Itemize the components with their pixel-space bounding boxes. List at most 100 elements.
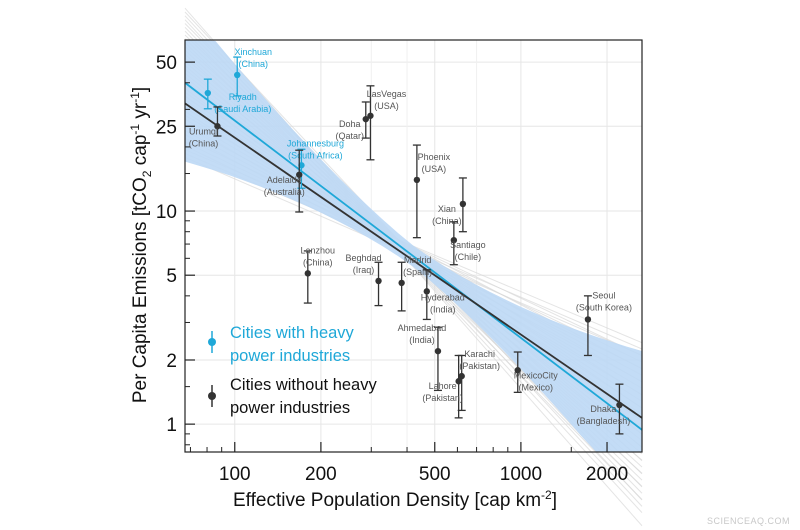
point-marker — [423, 288, 431, 295]
confidence-band — [185, 40, 642, 452]
x-axis-title-end: ] — [552, 490, 557, 511]
y-axis-title-sup2: -1 — [128, 92, 142, 103]
point-label-city: Ahmedabad — [398, 323, 447, 333]
point-marker — [616, 401, 623, 409]
point-marker — [367, 112, 374, 119]
fit-lines — [184, 82, 643, 431]
point-marker — [398, 279, 405, 287]
point-label-city: Madrid — [404, 255, 432, 265]
data-point: LasVegas (USA) — [366, 85, 407, 161]
point-label-city: Seoul — [592, 290, 615, 300]
point-marker — [514, 367, 521, 374]
point-label-country: (Qatar) — [336, 131, 365, 141]
y-axis-title-sup1: -1 — [128, 124, 142, 135]
point-label-city: MexicoCity — [514, 370, 559, 380]
point-label-country: (India) — [430, 304, 456, 314]
y-axis-title-end: ] — [130, 87, 151, 92]
data-point: Riyadh (Saudi Arabia) — [203, 78, 271, 114]
x-tick-label: 500 — [419, 464, 451, 485]
point-label-city: Lanzhou — [301, 245, 336, 255]
y-axis-title: Per Capita Emissions [tCO2 cap-1 yr-1] — [128, 87, 154, 403]
point-label-city: Hyderabad — [421, 292, 465, 302]
point-label-country: (South Africa) — [288, 150, 343, 160]
data-point: Xinchuan (China) — [233, 47, 272, 97]
point-label-city: Phoenix — [418, 152, 451, 162]
point-label-city: Karachi — [464, 349, 495, 359]
point-marker — [375, 277, 382, 285]
y-tick-label: 25 — [156, 117, 177, 138]
point-marker — [450, 236, 458, 244]
point-marker — [296, 171, 303, 178]
y-tick-label: 10 — [156, 202, 177, 223]
data-point: Lanzhou (China) — [301, 245, 336, 304]
point-label-country: (India) — [409, 335, 435, 345]
point-label-country: (Australia) — [264, 187, 305, 197]
y-axis-title-text: Per Capita Emissions [tCO — [130, 177, 151, 403]
y-tick-label: 50 — [156, 53, 177, 74]
point-label-city: Riyadh — [229, 92, 257, 102]
confidence-band-area — [185, 40, 642, 452]
point-label-country: (Mexico) — [518, 382, 553, 392]
data-point: Doha (Qatar) — [336, 101, 370, 141]
point-label-country: (Pakistan) — [422, 393, 463, 403]
point-marker — [234, 71, 241, 79]
data-point: MexicoCity (Mexico) — [514, 351, 559, 393]
point-label-country: (USA) — [374, 101, 399, 111]
x-tick-label: 1000 — [500, 464, 542, 485]
point-marker — [455, 378, 462, 385]
point-label-city: LasVegas — [367, 89, 407, 99]
data-point: Phoenix (USA) — [412, 144, 451, 239]
y-tick-label: 2 — [166, 351, 177, 372]
point-marker — [204, 89, 212, 97]
point-label-country: (China) — [238, 59, 268, 69]
legend: Cities with heavy power industries Citie… — [208, 324, 377, 417]
x-axis-title-sup: -2 — [541, 488, 552, 502]
data-point: Madrid (Spain) — [397, 255, 432, 312]
point-label-city: Santiago — [450, 240, 486, 250]
point-marker — [584, 316, 592, 323]
data-point: Ahmedabad (India) — [398, 323, 447, 392]
point-marker — [304, 270, 312, 277]
point-label-city: Lahore — [429, 381, 457, 391]
y-axis-title-sub: 2 — [140, 170, 154, 177]
point-marker — [458, 372, 465, 380]
legend-label-heavy-1: Cities with heavy — [230, 324, 355, 342]
point-label-country: (China) — [189, 138, 219, 148]
legend-label-other-2: power industries — [230, 399, 350, 417]
point-label-city: Xinchuan — [234, 47, 272, 57]
data-point: Beghdad (Iraq) — [346, 253, 383, 307]
point-label-city: Urumqi — [189, 126, 218, 136]
point-marker — [459, 200, 467, 208]
x-tick-label: 2000 — [586, 464, 628, 485]
point-marker — [214, 123, 221, 130]
y-axis-title-yr: yr — [130, 102, 151, 124]
data-point: Hyderabad (India) — [421, 269, 465, 321]
x-tick-label: 100 — [219, 464, 251, 485]
watermark: SCIENCEAQ.COM — [707, 516, 790, 526]
y-tick-label: 5 — [166, 266, 177, 287]
legend-label-heavy-2: power industries — [230, 347, 350, 365]
point-label-country: (Bangladesh) — [577, 416, 631, 426]
y-tick-label: 1 — [166, 415, 177, 436]
data-point: Karachi (Pakistan) — [457, 349, 500, 412]
data-point: Santiago (Chile) — [449, 221, 486, 266]
point-label-city: Doha — [339, 119, 361, 129]
point-label-city: Xian — [438, 204, 456, 214]
point-label-city: Dhaka — [590, 404, 616, 414]
point-label-country: (China) — [303, 257, 333, 267]
point-label-country: (Pakistan) — [459, 361, 500, 371]
y-axis-title-cap: cap — [130, 135, 151, 171]
point-label-country: (China) — [432, 216, 462, 226]
data-point: Urumqi (China) — [189, 106, 222, 148]
point-label-city: Beghdad — [346, 253, 382, 263]
point-label-city: Johannesburg — [287, 138, 344, 148]
fit-line-heavy — [184, 82, 643, 431]
x-axis-title: Effective Population Density [cap km-2] — [233, 488, 557, 511]
data-point: Lahore (Pakistan) — [422, 354, 463, 419]
point-marker — [434, 347, 442, 355]
point-label-country: (Iraq) — [353, 265, 375, 275]
point-label-city: Adelaide — [267, 175, 302, 185]
fit-line-other — [184, 102, 643, 419]
